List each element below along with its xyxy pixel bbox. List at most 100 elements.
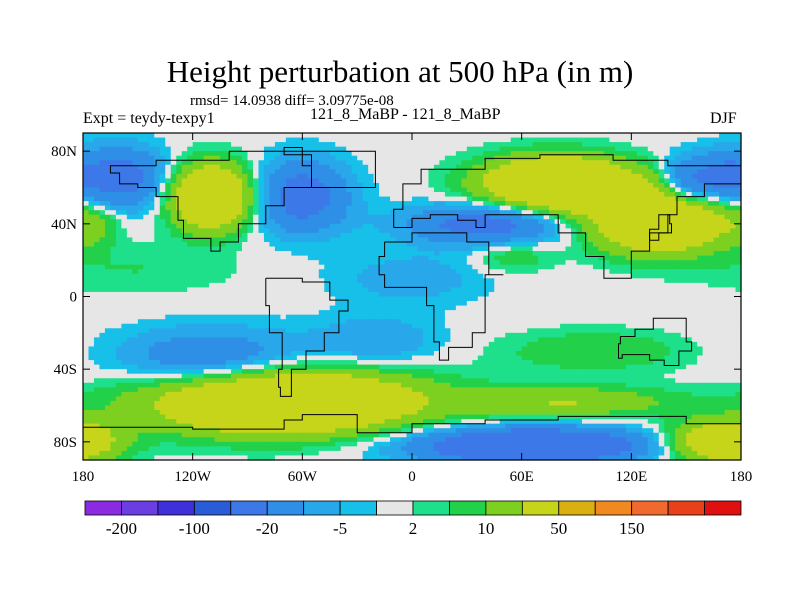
field-cell	[88, 260, 95, 266]
field-cell	[357, 260, 364, 266]
field-cell	[143, 205, 150, 211]
field-cell	[603, 142, 610, 148]
field-cell	[165, 187, 172, 193]
field-cell	[121, 214, 128, 220]
field-cell	[88, 273, 95, 279]
field-cell	[214, 210, 221, 216]
field-cell	[532, 223, 539, 229]
field-cell	[444, 192, 451, 198]
field-cell	[231, 187, 238, 193]
field-cell	[669, 305, 676, 311]
field-cell	[697, 169, 704, 175]
field-cell	[560, 278, 567, 284]
field-cell	[576, 169, 583, 175]
field-cell	[647, 301, 654, 307]
field-cell	[231, 278, 238, 284]
field-cell	[587, 133, 594, 139]
field-cell	[620, 155, 627, 161]
field-cell	[708, 173, 715, 180]
field-cell	[225, 301, 232, 307]
field-cell	[351, 310, 358, 316]
field-cell	[362, 164, 369, 170]
field-cell	[560, 223, 567, 229]
field-cell	[581, 242, 589, 248]
field-cell	[581, 214, 589, 220]
field-cell	[433, 164, 441, 170]
field-cell	[521, 151, 528, 157]
field-cell	[231, 301, 238, 307]
field-cell	[428, 223, 435, 229]
field-cell	[346, 155, 353, 161]
field-cell	[357, 196, 364, 202]
field-cell	[620, 164, 627, 170]
field-cell	[351, 260, 358, 266]
field-cell	[247, 137, 254, 143]
field-cell	[242, 196, 249, 202]
field-cell	[686, 182, 693, 189]
field-cell	[318, 187, 325, 193]
field-cell	[642, 178, 649, 184]
field-cell	[132, 255, 139, 261]
field-cell	[675, 223, 682, 229]
field-cell	[88, 214, 95, 220]
field-cell	[675, 142, 682, 148]
field-cell	[510, 232, 517, 239]
field-cell	[318, 146, 325, 152]
field-cell	[346, 319, 353, 325]
field-cell	[686, 242, 693, 248]
field-cell	[296, 169, 303, 175]
field-cell	[379, 155, 386, 161]
field-cell	[598, 205, 605, 211]
field-cell	[203, 319, 210, 325]
field-cell	[214, 214, 221, 220]
field-cell	[631, 151, 638, 157]
field-cell	[412, 314, 419, 320]
field-cell	[384, 264, 391, 270]
field-cell	[620, 273, 627, 279]
field-cell	[93, 305, 101, 311]
field-cell	[422, 251, 430, 257]
field-cell	[313, 305, 320, 311]
field-cell	[302, 310, 309, 316]
field-cell	[357, 278, 364, 284]
field-cell	[269, 305, 276, 311]
field-cell	[658, 142, 665, 148]
field-cell	[384, 178, 391, 184]
field-cell	[647, 282, 654, 289]
field-cell	[669, 137, 676, 143]
field-cell	[488, 160, 495, 166]
field-cell	[214, 255, 221, 261]
field-cell	[499, 291, 506, 298]
field-cell	[269, 237, 276, 243]
field-cell	[719, 182, 726, 189]
field-cell	[192, 187, 199, 193]
field-cell	[291, 296, 298, 302]
field-cell	[719, 137, 726, 143]
field-cell	[318, 178, 325, 184]
field-cell	[488, 146, 495, 152]
field-cell	[401, 210, 408, 216]
field-cell	[362, 182, 369, 189]
field-cell	[576, 273, 583, 279]
field-cell	[242, 255, 249, 261]
field-cell	[598, 237, 605, 243]
field-cell	[93, 137, 101, 143]
field-cell	[675, 133, 682, 139]
field-cell	[532, 237, 539, 243]
field-cell	[543, 273, 550, 279]
field-cell	[510, 305, 517, 311]
field-cell	[99, 219, 106, 225]
field-cell	[658, 282, 665, 289]
field-cell	[576, 173, 583, 180]
field-cell	[581, 160, 589, 166]
field-cell	[691, 255, 698, 261]
field-cell	[708, 282, 715, 289]
field-cell	[121, 260, 128, 266]
field-cell	[362, 146, 369, 152]
field-cell	[697, 264, 704, 270]
field-cell	[461, 319, 468, 325]
field-cell	[258, 237, 265, 243]
field-cell	[730, 251, 737, 257]
field-cell	[346, 205, 353, 211]
field-cell	[373, 219, 380, 225]
